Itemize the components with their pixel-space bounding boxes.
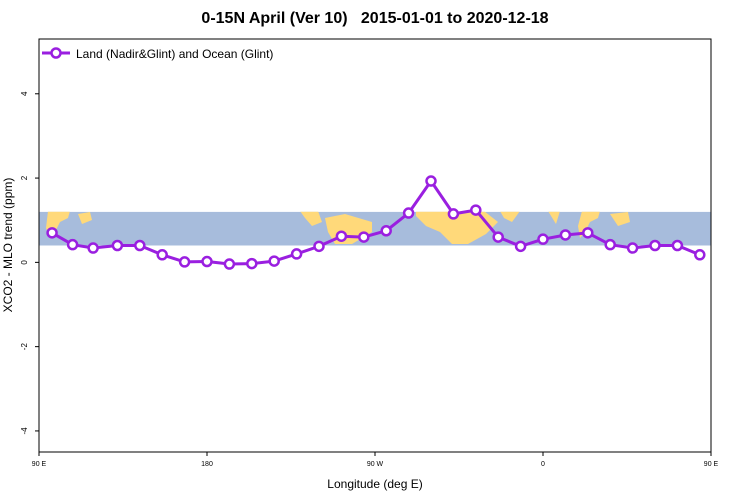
- data-point: [492, 231, 504, 243]
- data-point: [626, 242, 639, 254]
- data-point: [380, 225, 392, 237]
- y-tick-label: -2: [20, 343, 29, 351]
- data-point: [425, 175, 437, 187]
- y-tick-label: 4: [20, 91, 29, 96]
- data-point: [66, 238, 79, 251]
- legend-label: Land (Nadir&Glint) and Ocean (Glint): [76, 47, 273, 61]
- y-tick-label: 2: [20, 175, 29, 180]
- data-point: [514, 240, 527, 253]
- y-tick-label: 0: [20, 260, 29, 265]
- data-point: [537, 233, 549, 245]
- data-point: [671, 239, 684, 252]
- x-tick-label: 90 W: [367, 461, 384, 468]
- data-point: [134, 239, 146, 252]
- x-axis-label: Longitude (deg E): [327, 477, 422, 491]
- data-point: [649, 239, 661, 252]
- data-point: [313, 240, 325, 253]
- land-arabia: [500, 211, 520, 222]
- data-point: [694, 249, 706, 261]
- x-tick-label: 0: [541, 461, 545, 468]
- data-point: [447, 208, 460, 220]
- data-point: [201, 255, 213, 268]
- data-point: [268, 255, 280, 267]
- land-india-tip: [548, 211, 560, 224]
- data-point: [290, 248, 303, 260]
- data-point: [87, 242, 99, 254]
- data-point: [156, 249, 168, 261]
- y-axis: -4 -2 0 2 4: [20, 91, 39, 434]
- land-islands-west: [78, 212, 92, 224]
- land-islands-east: [610, 212, 630, 226]
- data-point: [46, 227, 58, 239]
- data-point: [178, 256, 191, 268]
- data-point: [358, 231, 370, 243]
- series-group: [46, 175, 706, 270]
- land-central-america: [300, 211, 322, 226]
- x-tick-label: 180: [201, 461, 213, 468]
- land-africa: [416, 211, 498, 244]
- legend-marker: [50, 47, 62, 59]
- data-point: [470, 204, 482, 216]
- chart-title: 0-15N April (Ver 10) 2015-01-01 to 2020-…: [201, 10, 549, 27]
- world-map-band: [39, 211, 711, 246]
- data-point: [335, 230, 348, 242]
- x-tick-label: 90 E: [704, 461, 719, 468]
- y-tick-label: -4: [20, 427, 29, 435]
- data-point: [604, 238, 616, 251]
- data-point: [582, 227, 594, 239]
- data-point: [223, 258, 236, 270]
- data-point: [246, 257, 258, 270]
- data-point: [111, 239, 124, 252]
- data-point: [559, 229, 572, 241]
- y-axis-label: XCO2 - MLO trend (ppm): [1, 178, 15, 313]
- x-tick-label: 90 E: [32, 461, 47, 468]
- data-point: [402, 207, 415, 219]
- legend: Land (Nadir&Glint) and Ocean (Glint): [42, 47, 273, 61]
